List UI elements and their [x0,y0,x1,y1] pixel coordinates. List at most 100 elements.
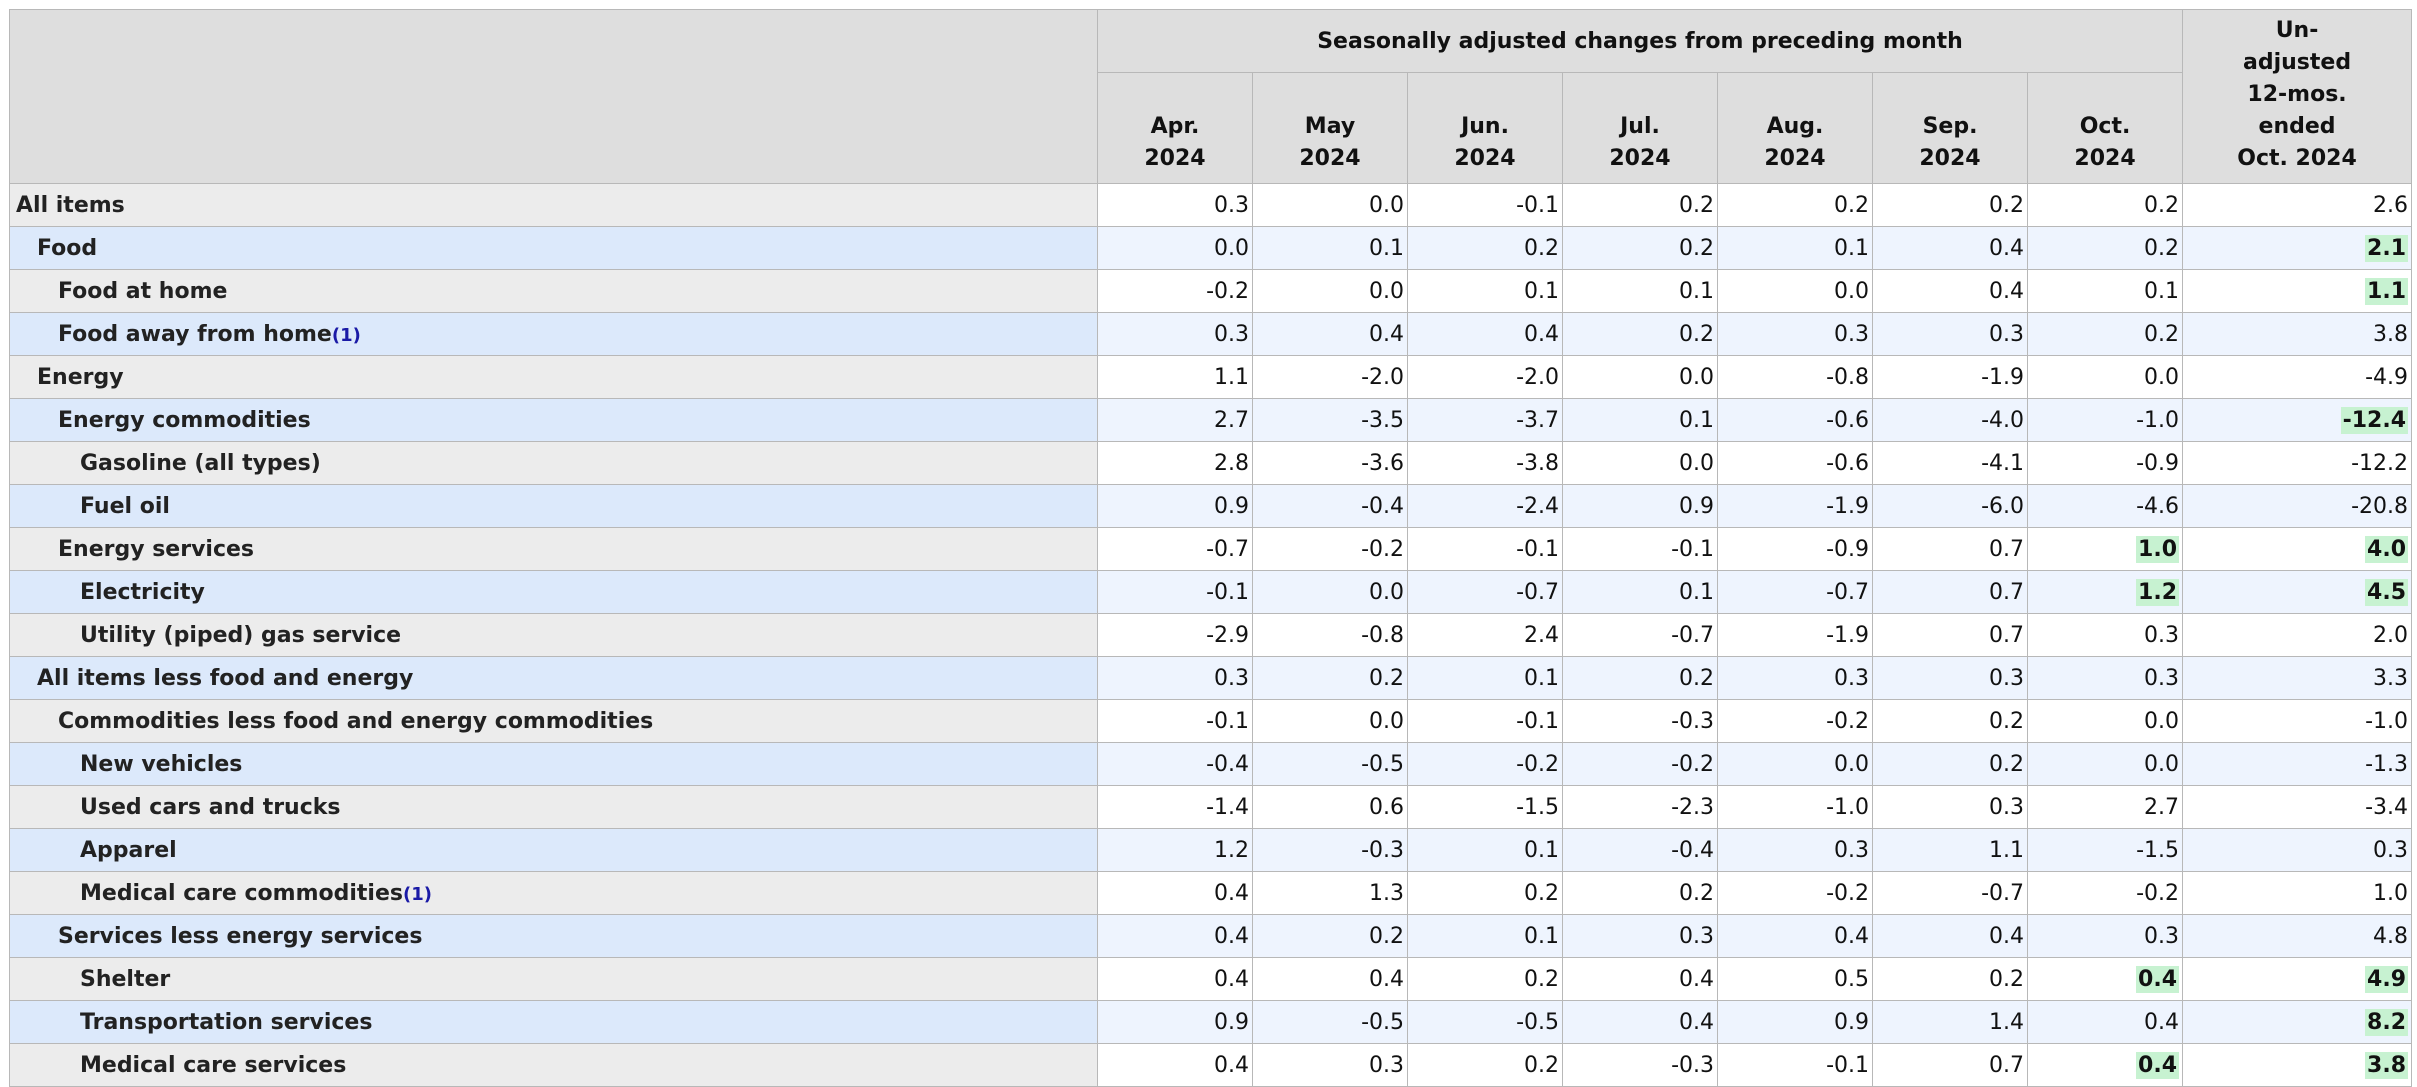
value-text: 1.1 [1214,364,1249,390]
row-label-text: Medical care services [80,1052,347,1078]
value-text: -1.9 [1981,364,2024,390]
value-text: 0.2 [2144,235,2180,261]
table-row: Medical care commodities(1) 0.4 1.3 0.2 0.2 -… [9,871,2413,915]
value-text: 0.4 [1679,1009,1714,1035]
value-text: 1.0 [2373,880,2409,906]
table-row: All items 0.3 0.0 -0.1 0.2 0.2 0.2 0.2 2.6 [9,183,2413,227]
row-label: Energy commodities [9,398,1098,442]
value-text: -0.1 [1206,579,1249,605]
value-text: -0.2 [1361,536,1404,562]
value-text: -0.2 [1516,751,1559,777]
monthly-change-cell: -4.0 [1872,398,2028,442]
footnote-number[interactable]: 1 [340,324,353,346]
monthly-change-cell: -0.2 [1097,269,1253,313]
value-text: -3.7 [1516,407,1559,433]
monthly-change-cell: -6.0 [1872,484,2028,528]
value-text: 0.1 [1369,235,1404,261]
value-text: 0.3 [1834,837,1869,863]
month-header: Jul. 2024 [1562,72,1718,184]
value-text: -2.0 [1516,364,1559,390]
monthly-change-cell: 0.2 [1407,1043,1563,1087]
monthly-change-cell: 0.0 [2026,699,2184,743]
value-text: -0.7 [1981,880,2024,906]
monthly-change-cell: 0.0 [1252,570,1408,614]
value-text: 2.7 [1214,407,1249,433]
row-label: Electricity [9,570,1098,614]
value-text: 8.2 [2365,1008,2409,1036]
value-text: 0.9 [1214,1009,1249,1035]
value-text: 1.3 [1369,880,1404,906]
annual-change-cell: -12.2 [2182,441,2413,485]
value-text: -1.0 [2136,407,2180,433]
value-text: -0.5 [1361,751,1404,777]
footnote-link[interactable]: (1) [331,324,361,346]
monthly-change-cell: 0.4 [1097,914,1253,958]
monthly-change-cell: 0.3 [2026,613,2184,657]
monthly-change-cell: 0.3 [1717,312,1873,356]
monthly-change-cell: 0.4 [1252,312,1408,356]
value-text: -2.9 [1206,622,1249,648]
value-text: 0.2 [1524,966,1559,992]
month-label: Apr. [1150,114,1200,139]
monthly-change-cell: -0.8 [1717,355,1873,399]
value-text: -1.3 [2365,751,2409,777]
value-text: 2.1 [2365,234,2409,262]
value-text: -0.2 [1206,278,1249,304]
monthly-change-cell: 0.3 [1872,785,2028,829]
monthly-change-cell: -0.3 [1252,828,1408,872]
annual-change-cell: -4.9 [2182,355,2413,399]
value-text: 0.2 [1679,235,1714,261]
monthly-change-cell: 0.0 [2026,355,2184,399]
monthly-change-cell: -0.1 [1097,570,1253,614]
value-text: 0.4 [2144,1009,2180,1035]
monthly-change-cell: 0.1 [1407,828,1563,872]
month-label: Oct. [2079,114,2131,139]
monthly-change-cell: 0.3 [1562,914,1718,958]
value-text: -0.9 [2136,450,2180,476]
value-text: 0.0 [1679,364,1714,390]
unadjusted-line: Oct. 2024 [2237,146,2357,171]
row-label: Shelter [9,957,1098,1001]
value-text: 2.8 [1214,450,1249,476]
monthly-change-cell: -0.1 [1097,699,1253,743]
value-text: 0.0 [2144,708,2180,734]
table-row: Shelter 0.4 0.4 0.2 0.4 0.5 0.2 0.4 4.9 [9,957,2413,1001]
monthly-change-cell: 0.4 [1252,957,1408,1001]
annual-change-cell: 4.8 [2182,914,2413,958]
value-text: 0.0 [1834,751,1869,777]
month-label: Sep. [1922,114,1978,139]
value-text: 0.1 [1524,923,1559,949]
monthly-change-cell: -1.9 [1717,484,1873,528]
value-text: 0.2 [1679,665,1714,691]
monthly-change-cell: 0.6 [1252,785,1408,829]
value-text: -2.0 [1361,364,1404,390]
value-text: 0.2 [1679,880,1714,906]
value-text: 2.0 [2373,622,2409,648]
monthly-change-cell: 0.5 [1717,957,1873,1001]
monthly-change-cell: 0.0 [1562,441,1718,485]
row-label-text: Commodities less food and energy commodi… [58,708,654,734]
footnote-number[interactable]: 1 [411,883,424,905]
value-text: -20.8 [2351,493,2409,519]
value-text: -1.5 [1516,794,1559,820]
value-text: 0.2 [1989,708,2024,734]
monthly-change-cell: 0.4 [1562,957,1718,1001]
monthly-change-cell: -0.4 [1562,828,1718,872]
row-label-text: Transportation services [80,1009,373,1035]
annual-change-cell: -3.4 [2182,785,2413,829]
value-text: -0.2 [2136,880,2180,906]
row-label: Services less energy services [9,914,1098,958]
value-text: -0.5 [1516,1009,1559,1035]
value-text: 0.0 [1369,192,1404,218]
monthly-change-cell: 0.4 [1717,914,1873,958]
month-label: Jun. [1461,114,1509,139]
monthly-change-cell: 0.4 [1097,871,1253,915]
value-text: 0.2 [1989,192,2024,218]
value-text: -0.8 [1361,622,1404,648]
monthly-change-cell: -1.5 [2026,828,2184,872]
row-label: Food [9,226,1098,270]
footnote-link[interactable]: (1) [403,883,432,905]
monthly-change-cell: -0.7 [1407,570,1563,614]
value-text: -3.6 [1361,450,1404,476]
row-label: Gasoline (all types) [9,441,1098,485]
